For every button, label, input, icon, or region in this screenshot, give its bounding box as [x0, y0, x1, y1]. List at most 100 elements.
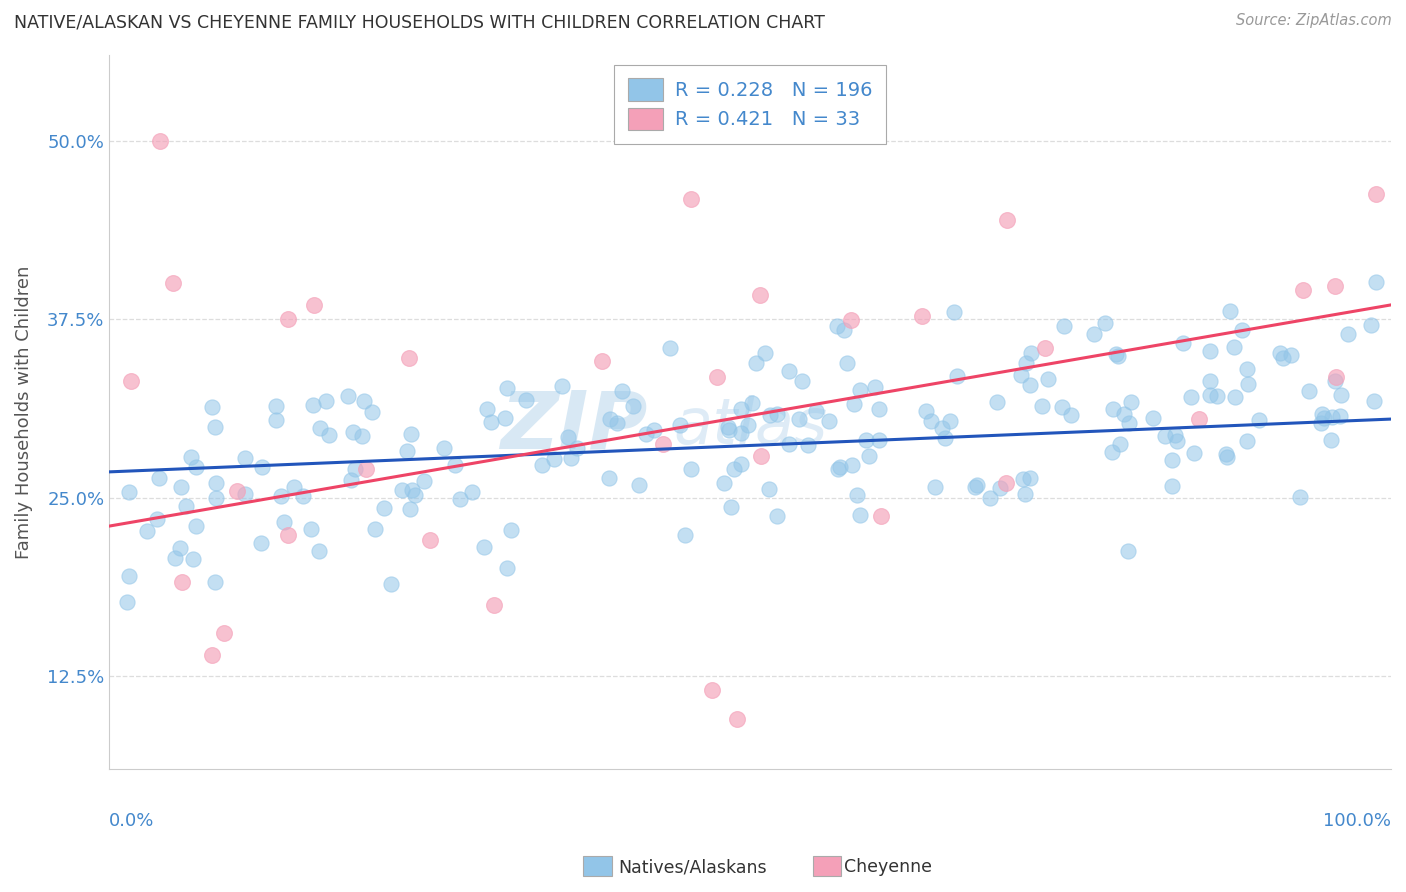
- Point: [1015, 356, 1038, 370]
- Point: [1216, 450, 1239, 464]
- Point: [915, 404, 938, 418]
- Point: [1279, 348, 1302, 362]
- Point: [340, 473, 363, 487]
- Point: [1033, 341, 1056, 355]
- Point: [679, 192, 702, 206]
- Point: [444, 458, 467, 473]
- Point: [979, 491, 1001, 505]
- Point: [273, 515, 295, 529]
- Point: [1310, 408, 1333, 422]
- Point: [363, 522, 385, 536]
- Point: [778, 364, 800, 378]
- Point: [398, 351, 420, 365]
- Point: [343, 461, 366, 475]
- Point: [841, 313, 863, 327]
- Point: [302, 298, 325, 312]
- Point: [1289, 490, 1312, 504]
- Point: [233, 450, 256, 465]
- Point: [1052, 400, 1074, 414]
- Point: [482, 598, 505, 612]
- Point: [479, 415, 502, 429]
- Point: [1205, 389, 1227, 403]
- Point: [759, 409, 782, 423]
- Point: [911, 309, 934, 323]
- Point: [849, 383, 872, 397]
- Point: [308, 543, 330, 558]
- Point: [749, 449, 772, 463]
- Point: [766, 407, 789, 421]
- Point: [183, 552, 205, 566]
- Point: [318, 427, 340, 442]
- Point: [700, 683, 723, 698]
- Point: [1118, 416, 1140, 430]
- Text: atlas: atlas: [673, 395, 827, 458]
- Point: [737, 417, 759, 432]
- Point: [401, 483, 423, 498]
- Point: [1188, 412, 1211, 426]
- Point: [868, 434, 890, 448]
- Point: [496, 381, 519, 395]
- Point: [145, 512, 167, 526]
- Point: [1173, 335, 1195, 350]
- Point: [621, 399, 644, 413]
- Point: [1101, 402, 1123, 417]
- Point: [299, 522, 322, 536]
- Point: [433, 441, 456, 455]
- Point: [920, 414, 942, 428]
- Point: [360, 405, 382, 419]
- Point: [1298, 384, 1320, 399]
- Point: [204, 574, 226, 589]
- Point: [1018, 471, 1040, 485]
- Point: [1116, 544, 1139, 558]
- Point: [706, 369, 728, 384]
- Point: [201, 648, 224, 662]
- Point: [412, 475, 434, 489]
- Point: [1018, 378, 1040, 392]
- Point: [858, 449, 880, 463]
- Point: [1182, 446, 1205, 460]
- Point: [530, 458, 553, 472]
- Point: [1014, 487, 1036, 501]
- Point: [1323, 279, 1346, 293]
- Point: [169, 541, 191, 555]
- Point: [787, 412, 810, 426]
- Point: [1326, 370, 1348, 384]
- Point: [848, 508, 870, 522]
- Point: [283, 480, 305, 494]
- Point: [868, 402, 890, 417]
- Point: [1320, 433, 1343, 447]
- Point: [336, 389, 359, 403]
- Point: [135, 524, 157, 538]
- Point: [869, 508, 891, 523]
- Point: [1199, 344, 1222, 359]
- Point: [741, 396, 763, 410]
- Point: [855, 433, 877, 447]
- Point: [1180, 390, 1202, 404]
- Point: [1154, 429, 1177, 443]
- Point: [1219, 303, 1241, 318]
- Point: [264, 412, 287, 426]
- Point: [404, 488, 426, 502]
- Point: [419, 533, 441, 548]
- Point: [945, 368, 967, 383]
- Point: [1222, 340, 1244, 354]
- Point: [725, 712, 748, 726]
- Point: [934, 431, 956, 445]
- Point: [148, 471, 170, 485]
- Point: [543, 452, 565, 467]
- Point: [730, 425, 752, 440]
- Point: [679, 462, 702, 476]
- Point: [598, 471, 620, 485]
- Point: [353, 394, 375, 409]
- Point: [1272, 351, 1295, 366]
- Point: [825, 319, 848, 334]
- Point: [302, 398, 325, 412]
- Legend: R = 0.228   N = 196, R = 0.421   N = 33: R = 0.228 N = 196, R = 0.421 N = 33: [614, 65, 886, 144]
- Point: [309, 421, 332, 435]
- Point: [205, 491, 228, 505]
- Point: [995, 476, 1018, 491]
- Point: [233, 487, 256, 501]
- Point: [277, 528, 299, 542]
- Point: [399, 427, 422, 442]
- Point: [1119, 395, 1142, 409]
